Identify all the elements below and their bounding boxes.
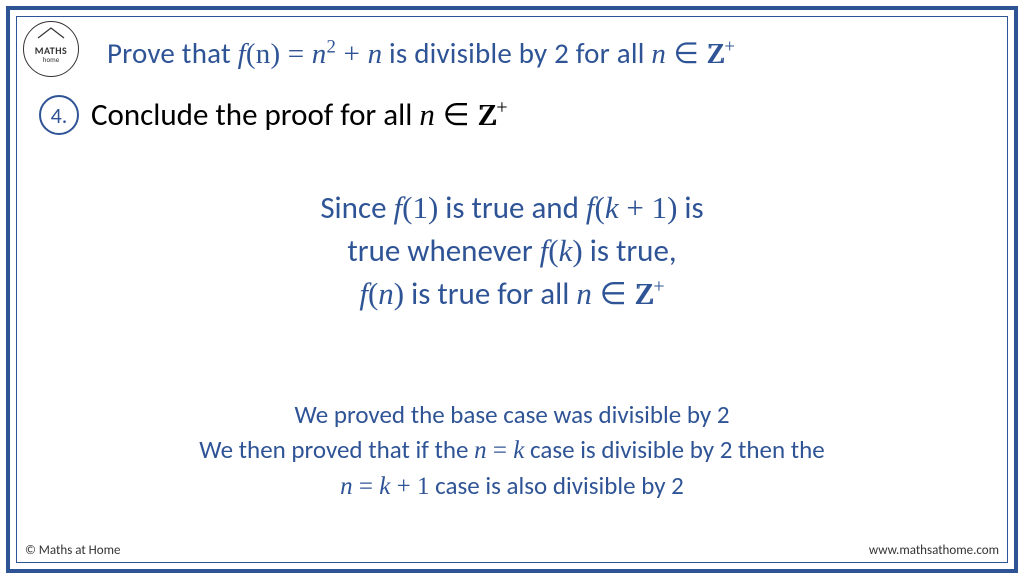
sub-line-1: We proved the base case was divisible by… (17, 397, 1007, 432)
house-icon (36, 26, 66, 40)
m3set: Z (634, 273, 653, 315)
copyright-text: © Maths at Home (25, 543, 120, 558)
step-in: ∈ (435, 97, 478, 132)
s3n: n (340, 473, 353, 500)
m2c: ) (572, 233, 582, 268)
title-varn: n (651, 38, 666, 70)
s2n: n (474, 437, 487, 464)
sub-line-2: We then proved that if the n = k case is… (17, 432, 1007, 468)
main-line-3: f(n) is true for all n ∈ Z+ (17, 273, 1007, 316)
main-line-1: Since f(1) is true and f(k + 1) is (17, 187, 1007, 230)
step-n: n (419, 97, 435, 132)
s2b: case is divisible by 2 then the (524, 434, 824, 465)
s3k: k (379, 473, 390, 500)
title-sq: 2 (326, 36, 336, 57)
s3b: case is also divisible by 2 (429, 470, 683, 501)
step-number-circle: 4. (39, 95, 79, 135)
main-line-2: true whenever f(k) is true, (17, 230, 1007, 273)
url-text: www.mathsathome.com (869, 543, 999, 558)
title-f: f (238, 38, 246, 70)
m1f2a: ( (595, 190, 605, 225)
m3sup: + (653, 275, 664, 297)
title-setsup: + (724, 36, 735, 57)
title-n1: n (312, 38, 327, 70)
logo-sub: home (43, 56, 59, 63)
m3f: f (359, 276, 368, 311)
title-set: Z (706, 38, 724, 71)
main-conclusion: Since f(1) is true and f(k + 1) is true … (17, 187, 1007, 316)
logo-text: MATHS (35, 46, 68, 56)
title-args: (n) = (246, 38, 312, 70)
s3eq: = (353, 473, 380, 500)
m1k: k (605, 190, 619, 225)
m3a: is true for all (404, 275, 576, 313)
sub-explanation: We proved the base case was divisible by… (17, 397, 1007, 504)
step-setsup: + (496, 97, 507, 119)
m3n: n (378, 276, 394, 311)
m2k: k (559, 233, 573, 268)
s2a: We then proved that if the (199, 434, 474, 465)
title-in: ∈ (666, 38, 706, 70)
logo-badge: MATHS home (23, 21, 79, 77)
title-plus: + (336, 38, 367, 70)
title-pre: Prove that (107, 35, 238, 71)
m3vn: n (576, 276, 592, 311)
m2fa: ( (548, 233, 558, 268)
step-pre: Conclude the proof for all (91, 96, 419, 134)
m1a: Since (320, 189, 393, 227)
m1b: is true and (438, 189, 586, 227)
m2f: f (540, 233, 549, 268)
m2b: is true, (583, 232, 677, 270)
s3p1: + 1 (390, 473, 429, 500)
title-n2: n (368, 38, 383, 70)
step-number: 4. (51, 102, 68, 129)
m2a: true whenever (347, 232, 539, 270)
step-heading: Conclude the proof for all n ∈ Z+ (91, 96, 508, 134)
title-mid: is divisible by 2 for all (382, 35, 651, 71)
m3c: ) (394, 276, 404, 311)
step-set: Z (477, 97, 496, 133)
sub-line-3: n = k + 1 case is also divisible by 2 (17, 468, 1007, 504)
m1f1a: (1) (402, 190, 438, 225)
s2eq: = (487, 437, 514, 464)
inner-border: MATHS home Prove that f(n) = n2 + n is d… (16, 16, 1008, 563)
m1p1: + 1) (619, 190, 678, 225)
m3in: ∈ (592, 276, 635, 311)
s2k: k (513, 437, 524, 464)
m1f2: f (586, 190, 595, 225)
step-row: 4. Conclude the proof for all n ∈ Z+ (39, 95, 987, 135)
outer-border: MATHS home Prove that f(n) = n2 + n is d… (6, 6, 1018, 573)
m1c: is (677, 189, 703, 227)
m3fa: ( (368, 276, 378, 311)
m1f1: f (394, 190, 403, 225)
title-line: Prove that f(n) = n2 + n is divisible by… (107, 35, 987, 71)
